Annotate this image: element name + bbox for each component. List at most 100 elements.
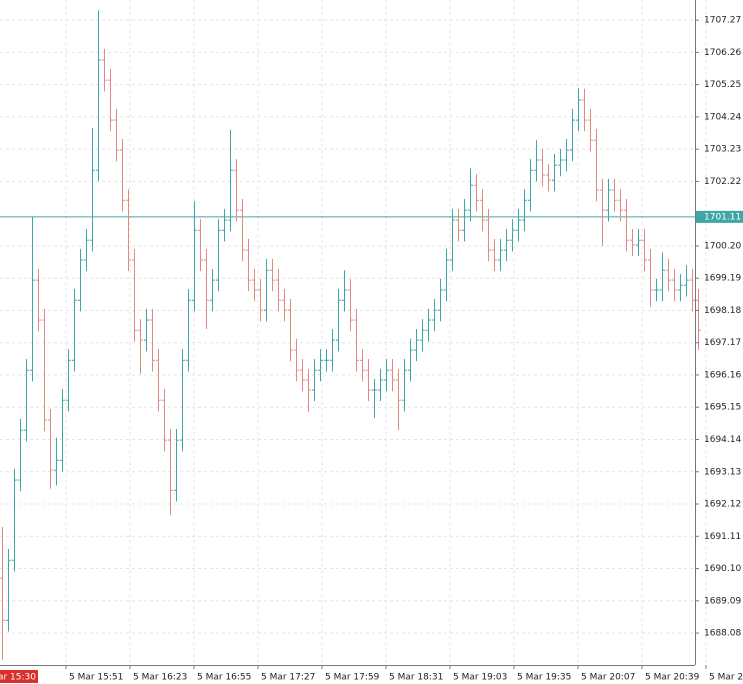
ohlc-bar bbox=[678, 274, 683, 302]
ohlc-bar bbox=[168, 428, 173, 516]
x-tick-label: 5 Mar 20:07 bbox=[581, 673, 635, 683]
bars bbox=[0, 10, 701, 660]
y-tick-label: 1689.09 bbox=[704, 596, 741, 606]
y-tick-label: 1704.24 bbox=[704, 112, 741, 122]
ohlc-bar bbox=[60, 389, 65, 472]
ohlc-bar bbox=[660, 252, 665, 302]
x-tick-label: 5 Mar 16:23 bbox=[133, 673, 187, 683]
ohlc-bar bbox=[414, 328, 419, 362]
ohlc-bar bbox=[18, 419, 23, 492]
ohlc-bar bbox=[504, 229, 509, 262]
ohlc-bar bbox=[354, 308, 359, 372]
ohlc-bar bbox=[498, 238, 503, 272]
ohlc-bar bbox=[474, 174, 479, 212]
ohlc-bar bbox=[324, 349, 329, 372]
ohlc-bar bbox=[132, 248, 137, 342]
ohlc-bar bbox=[420, 319, 425, 352]
x-tick-label: 5 Mar 21:11 bbox=[709, 673, 743, 683]
ohlc-bar bbox=[552, 153, 557, 192]
ohlc-bar bbox=[534, 140, 539, 182]
ohlc-bar bbox=[462, 198, 467, 242]
ohlc-bar bbox=[318, 349, 323, 382]
ohlc-bar bbox=[396, 368, 401, 431]
ohlc-bar bbox=[384, 359, 389, 392]
ohlc-bar bbox=[186, 289, 191, 372]
ohlc-bar bbox=[12, 468, 17, 572]
ohlc-bar bbox=[558, 148, 563, 177]
ohlc-bar bbox=[138, 319, 143, 374]
ohlc-bar bbox=[96, 10, 101, 182]
y-tick-label: 1702.22 bbox=[704, 177, 741, 187]
x-tick-label: 5 Mar 17:59 bbox=[325, 673, 380, 683]
ohlc-bar bbox=[54, 437, 59, 486]
ohlc-bar bbox=[264, 259, 269, 322]
ohlc-bar bbox=[648, 248, 653, 307]
ohlc-bar bbox=[282, 289, 287, 322]
ohlc-bar bbox=[348, 278, 353, 332]
ohlc-bar bbox=[108, 68, 113, 132]
ohlc-bar bbox=[480, 189, 485, 232]
y-tick-label: 1699.19 bbox=[704, 274, 741, 284]
ohlc-bar bbox=[618, 189, 623, 222]
ohlc-bar bbox=[126, 189, 131, 272]
y-tick-label: 1690.10 bbox=[704, 564, 741, 574]
ohlc-bar bbox=[486, 208, 491, 262]
cursor-label: 5 Mar 15:30 bbox=[0, 673, 36, 683]
ohlc-bar bbox=[696, 289, 701, 351]
ohlc-bar bbox=[378, 368, 383, 402]
y-tick-label: 1698.18 bbox=[704, 306, 741, 316]
ohlc-bar bbox=[516, 208, 521, 242]
ohlc-bar bbox=[252, 268, 257, 302]
ohlc-bar bbox=[342, 270, 347, 312]
y-tick-label: 1688.08 bbox=[704, 629, 741, 639]
ohlc-bar bbox=[468, 168, 473, 222]
x-tick-label: 5 Mar 18:31 bbox=[389, 673, 443, 683]
axis-labels: 1707.27 1706.26 1705.25 1704.24 1703.23 1702.… bbox=[0, 16, 743, 683]
ohlc-bar bbox=[366, 359, 371, 402]
ohlc-bar bbox=[6, 549, 11, 632]
ohlc-bar bbox=[594, 129, 599, 202]
ohlc-bar bbox=[294, 338, 299, 382]
y-tick-label: 1703.23 bbox=[704, 145, 741, 155]
x-tick-label: 5 Mar 20:39 bbox=[645, 673, 700, 683]
ohlc-bar bbox=[36, 268, 41, 332]
ohlc-bar bbox=[402, 359, 407, 412]
ohlc-bar bbox=[312, 359, 317, 402]
ohlc-bar bbox=[582, 88, 587, 132]
ohlc-bar bbox=[24, 359, 29, 442]
ohlc-bar bbox=[372, 378, 377, 419]
ohlc-bar bbox=[450, 208, 455, 272]
cursor-box bbox=[0, 670, 38, 683]
ohlc-bar bbox=[636, 229, 641, 257]
ohlc-bar bbox=[300, 359, 305, 392]
y-tick-label: 1695.15 bbox=[704, 403, 741, 413]
ohlc-bar bbox=[588, 108, 593, 152]
ohlc-bar bbox=[528, 159, 533, 212]
price-tag-label: 1701.11 bbox=[704, 212, 741, 222]
x-tick-label: 5 Mar 15:51 bbox=[69, 673, 123, 683]
ohlc-bar bbox=[432, 298, 437, 332]
ohlc-bar bbox=[456, 208, 461, 242]
ohlc-bar bbox=[78, 248, 83, 312]
ohlc-bar bbox=[444, 248, 449, 302]
ohlc-bar bbox=[174, 428, 179, 502]
ohlc-bar bbox=[246, 238, 251, 292]
ohlc-bar bbox=[144, 308, 149, 352]
y-tick-label: 1693.13 bbox=[704, 467, 741, 477]
ohlc-bar bbox=[90, 127, 95, 252]
ohlc-bar bbox=[192, 201, 197, 312]
ohlc-bar bbox=[288, 298, 293, 362]
ohlc-bar bbox=[390, 359, 395, 392]
ohlc-bar bbox=[102, 48, 107, 92]
ohlc-bar bbox=[198, 219, 203, 272]
y-tick-label: 1696.16 bbox=[704, 370, 741, 380]
y-tick-label: 1707.27 bbox=[704, 16, 741, 26]
ohlc-bar bbox=[408, 338, 413, 382]
ohlc-bar bbox=[270, 259, 275, 292]
y-tick-label: 1705.25 bbox=[704, 80, 741, 90]
ohlc-bar bbox=[0, 527, 5, 660]
ohlc-bar bbox=[114, 108, 119, 162]
ohlc-bar bbox=[330, 328, 335, 372]
ohlc-bar bbox=[336, 289, 341, 352]
